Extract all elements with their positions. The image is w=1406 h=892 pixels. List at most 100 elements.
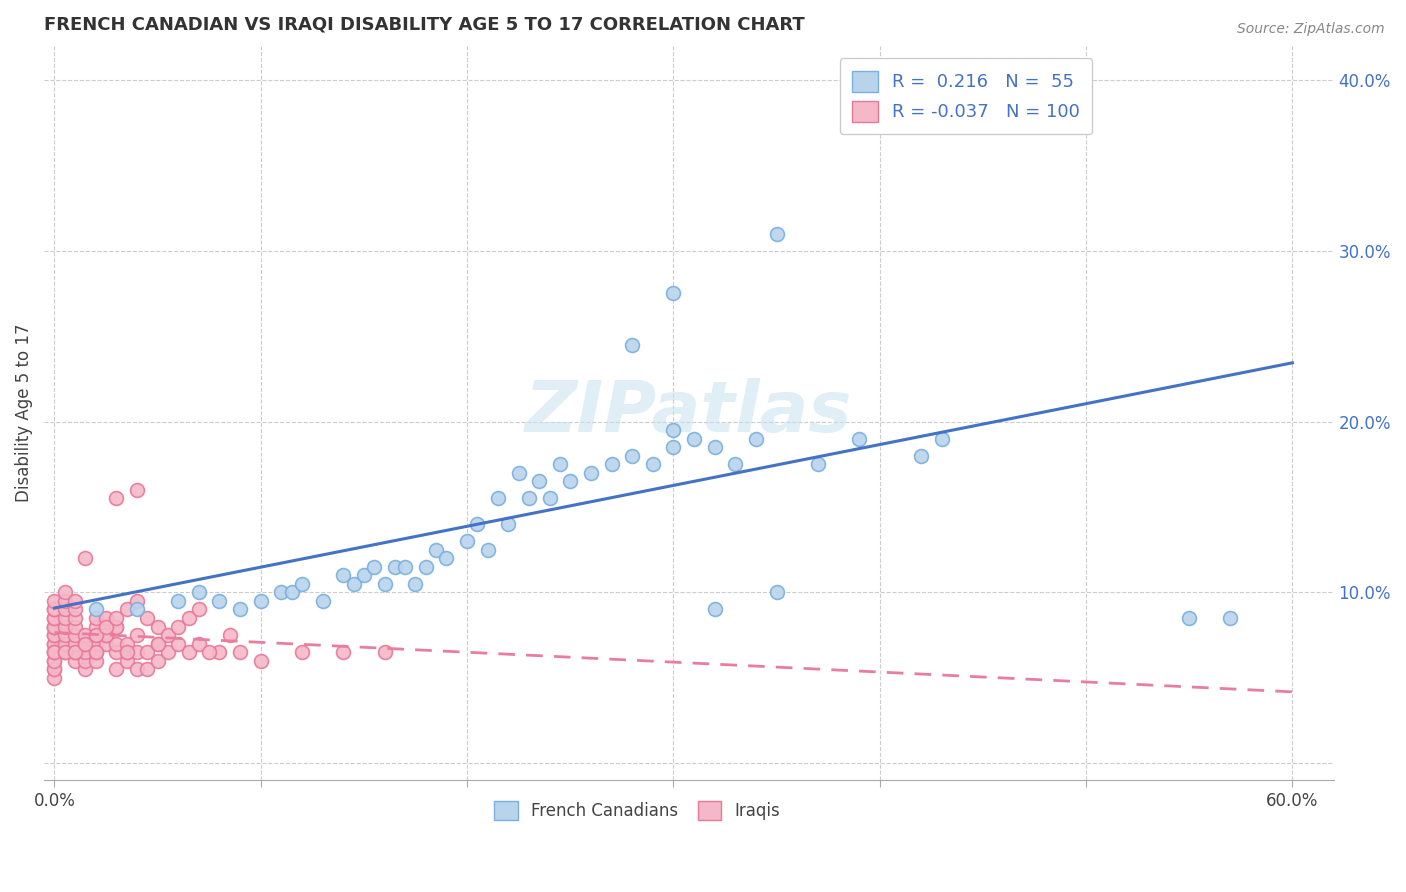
Point	[125, 628, 148, 642]
Text: FRENCH CANADIAN VS IRAQI DISABILITY AGE 5 TO 17 CORRELATION CHART: FRENCH CANADIAN VS IRAQI DISABILITY AGE …	[44, 15, 804, 33]
Point	[84, 645, 107, 659]
Point	[84, 645, 107, 659]
Point	[724, 457, 747, 471]
Point	[44, 611, 66, 625]
Point	[280, 585, 302, 599]
Point	[53, 637, 76, 651]
Point	[63, 645, 86, 659]
Point	[84, 628, 107, 642]
Point	[115, 645, 138, 659]
Point	[332, 568, 354, 582]
Point	[44, 628, 66, 642]
Point	[44, 654, 66, 668]
Point	[187, 602, 209, 616]
Point	[765, 585, 787, 599]
Point	[94, 619, 117, 633]
Point	[198, 645, 221, 659]
Point	[44, 645, 66, 659]
Point	[75, 637, 97, 651]
Point	[342, 577, 364, 591]
Text: ZIPatlas: ZIPatlas	[526, 378, 852, 448]
Point	[75, 551, 97, 566]
Point	[44, 645, 66, 659]
Point	[63, 611, 86, 625]
Point	[125, 594, 148, 608]
Point	[208, 594, 231, 608]
Point	[44, 637, 66, 651]
Point	[44, 619, 66, 633]
Point	[177, 645, 200, 659]
Point	[600, 457, 623, 471]
Point	[105, 662, 128, 676]
Point	[486, 491, 509, 506]
Point	[63, 628, 86, 642]
Point	[44, 628, 66, 642]
Point	[208, 645, 231, 659]
Point	[105, 619, 128, 633]
Point	[167, 637, 190, 651]
Point	[84, 611, 107, 625]
Point	[44, 611, 66, 625]
Point	[115, 654, 138, 668]
Point	[53, 645, 76, 659]
Point	[105, 619, 128, 633]
Point	[425, 542, 447, 557]
Point	[94, 637, 117, 651]
Point	[53, 619, 76, 633]
Point	[75, 654, 97, 668]
Point	[125, 602, 148, 616]
Point	[53, 602, 76, 616]
Point	[156, 628, 179, 642]
Point	[84, 619, 107, 633]
Point	[456, 534, 478, 549]
Point	[374, 645, 396, 659]
Point	[703, 440, 725, 454]
Point	[44, 671, 66, 685]
Point	[125, 662, 148, 676]
Point	[517, 491, 540, 506]
Point	[229, 645, 252, 659]
Point	[84, 628, 107, 642]
Point	[538, 491, 561, 506]
Point	[53, 611, 76, 625]
Point	[498, 516, 520, 531]
Text: Source: ZipAtlas.com: Source: ZipAtlas.com	[1237, 22, 1385, 37]
Point	[63, 645, 86, 659]
Point	[167, 594, 190, 608]
Point	[353, 568, 375, 582]
Point	[249, 594, 271, 608]
Point	[384, 559, 406, 574]
Point	[44, 602, 66, 616]
Point	[311, 594, 333, 608]
Point	[745, 432, 768, 446]
Point	[115, 602, 138, 616]
Point	[146, 654, 169, 668]
Point	[94, 628, 117, 642]
Point	[529, 475, 551, 489]
Y-axis label: Disability Age 5 to 17: Disability Age 5 to 17	[15, 324, 32, 502]
Point	[44, 602, 66, 616]
Point	[477, 542, 499, 557]
Point	[44, 637, 66, 651]
Point	[621, 449, 644, 463]
Point	[548, 457, 571, 471]
Point	[291, 577, 314, 591]
Point	[63, 637, 86, 651]
Point	[560, 475, 582, 489]
Point	[115, 637, 138, 651]
Point	[187, 637, 209, 651]
Point	[44, 654, 66, 668]
Point	[75, 628, 97, 642]
Point	[848, 432, 870, 446]
Point	[765, 227, 787, 241]
Point	[44, 594, 66, 608]
Point	[75, 662, 97, 676]
Point	[1219, 611, 1241, 625]
Point	[621, 337, 644, 351]
Point	[125, 645, 148, 659]
Point	[75, 645, 97, 659]
Point	[703, 602, 725, 616]
Point	[508, 466, 530, 480]
Point	[146, 637, 169, 651]
Point	[105, 637, 128, 651]
